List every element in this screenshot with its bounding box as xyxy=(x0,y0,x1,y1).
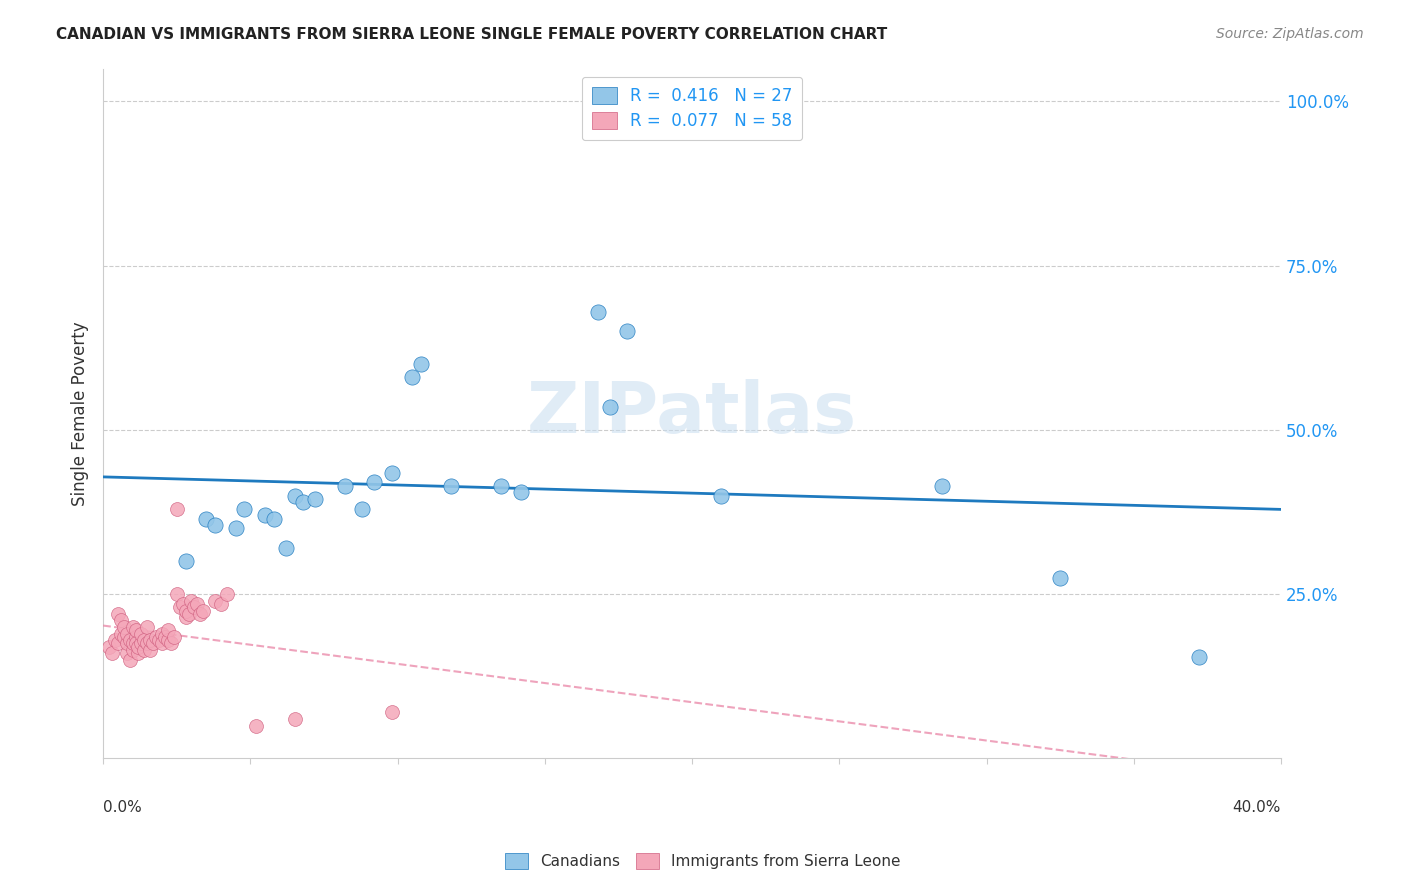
Point xyxy=(115,646,138,660)
Point xyxy=(121,643,143,657)
Point xyxy=(166,501,188,516)
Point xyxy=(150,636,173,650)
Point xyxy=(121,636,143,650)
Point xyxy=(124,624,146,638)
Point xyxy=(489,479,512,493)
Point xyxy=(616,324,638,338)
Point xyxy=(401,370,423,384)
Point xyxy=(139,633,162,648)
Point xyxy=(333,479,356,493)
Point xyxy=(209,597,232,611)
Point xyxy=(121,620,143,634)
Point xyxy=(131,636,153,650)
Point xyxy=(104,633,127,648)
Text: ZIPatlas: ZIPatlas xyxy=(527,379,858,448)
Point xyxy=(169,600,191,615)
Point xyxy=(931,479,953,493)
Legend: Canadians, Immigrants from Sierra Leone: Canadians, Immigrants from Sierra Leone xyxy=(499,847,907,875)
Point xyxy=(1049,571,1071,585)
Point xyxy=(110,613,132,627)
Point xyxy=(283,712,305,726)
Text: 40.0%: 40.0% xyxy=(1233,800,1281,814)
Point xyxy=(180,593,202,607)
Point xyxy=(186,597,208,611)
Point xyxy=(263,511,285,525)
Point xyxy=(381,706,404,720)
Point xyxy=(112,630,135,644)
Point xyxy=(283,489,305,503)
Point xyxy=(177,607,200,621)
Point xyxy=(411,357,433,371)
Point xyxy=(172,597,194,611)
Point xyxy=(304,491,326,506)
Point xyxy=(363,475,385,490)
Point xyxy=(127,646,149,660)
Point xyxy=(1187,649,1209,664)
Point xyxy=(139,643,162,657)
Text: CANADIAN VS IMMIGRANTS FROM SIERRA LEONE SINGLE FEMALE POVERTY CORRELATION CHART: CANADIAN VS IMMIGRANTS FROM SIERRA LEONE… xyxy=(56,27,887,42)
Point xyxy=(115,636,138,650)
Point xyxy=(245,718,267,732)
Point xyxy=(118,653,141,667)
Point xyxy=(118,633,141,648)
Point xyxy=(254,508,277,523)
Point xyxy=(148,633,170,648)
Point xyxy=(127,640,149,654)
Point xyxy=(510,485,533,500)
Y-axis label: Single Female Poverty: Single Female Poverty xyxy=(72,321,89,506)
Point xyxy=(160,636,183,650)
Point xyxy=(174,610,197,624)
Point xyxy=(112,620,135,634)
Point xyxy=(136,620,159,634)
Point xyxy=(188,607,211,621)
Point xyxy=(381,466,404,480)
Point xyxy=(156,633,179,648)
Point xyxy=(107,607,129,621)
Point xyxy=(274,541,297,555)
Point xyxy=(145,630,167,644)
Text: 0.0%: 0.0% xyxy=(103,800,142,814)
Point xyxy=(204,593,226,607)
Point xyxy=(233,501,256,516)
Point xyxy=(599,400,621,414)
Point xyxy=(153,630,176,644)
Point xyxy=(101,646,124,660)
Point xyxy=(174,554,197,568)
Point xyxy=(107,636,129,650)
Point xyxy=(204,518,226,533)
Point xyxy=(134,633,156,648)
Point xyxy=(195,511,218,525)
Point xyxy=(193,603,215,617)
Point xyxy=(174,603,197,617)
Point xyxy=(110,626,132,640)
Point xyxy=(98,640,121,654)
Point xyxy=(142,636,165,650)
Point xyxy=(586,304,609,318)
Point xyxy=(131,626,153,640)
Text: Source: ZipAtlas.com: Source: ZipAtlas.com xyxy=(1216,27,1364,41)
Point xyxy=(292,495,315,509)
Point xyxy=(225,521,247,535)
Point xyxy=(352,501,374,516)
Point xyxy=(166,587,188,601)
Point xyxy=(134,643,156,657)
Point xyxy=(136,636,159,650)
Point xyxy=(124,636,146,650)
Point xyxy=(215,587,238,601)
Point xyxy=(183,600,205,615)
Point xyxy=(156,624,179,638)
Point xyxy=(124,630,146,644)
Point xyxy=(150,626,173,640)
Point xyxy=(163,630,186,644)
Point xyxy=(115,626,138,640)
Point xyxy=(710,489,733,503)
Point xyxy=(439,479,461,493)
Legend: R =  0.416   N = 27, R =  0.077   N = 58: R = 0.416 N = 27, R = 0.077 N = 58 xyxy=(582,77,803,140)
